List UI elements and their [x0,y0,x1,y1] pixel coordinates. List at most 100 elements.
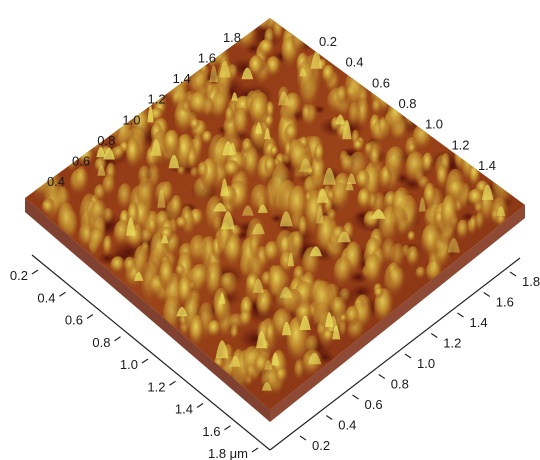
surface-grain [74,166,89,192]
surface-grain [423,182,437,211]
surface-peak [264,127,271,140]
surface-peak [176,306,188,317]
surface-grain [322,329,335,344]
surface-grain [289,141,309,176]
surface-peak [342,120,352,140]
surface-peak [279,287,293,298]
surface-grain [440,194,459,235]
surface-grain [197,161,209,181]
surface-grain [251,123,266,147]
surface-peak [157,189,166,208]
surface-grain [254,354,270,377]
surface-peak [168,154,180,169]
front-left-tick-label: 1.2 [147,379,165,394]
surface-grain [264,241,280,265]
front-right-tick [509,271,517,277]
surface-grain [177,166,186,177]
surface-peak [371,209,386,219]
surface-grain [434,211,444,227]
surface-grain [123,256,137,275]
surface-peak [345,182,354,191]
front-right-tick-label: 1.8 [522,274,540,289]
back-right-tick-label: 1.2 [451,137,469,152]
surface-peak [271,352,279,366]
surface-grain [456,219,470,241]
surface-grain [175,264,186,277]
surface-grain [264,156,276,177]
surface-grain [125,138,141,170]
front-right-tick [457,312,464,318]
surface-peak [261,382,272,391]
front-left-tick [169,380,176,386]
front-left-tick [251,447,259,453]
surface-peak [222,141,234,156]
surface-grain [345,305,360,328]
surface-grain [270,163,292,212]
surface-grain [436,164,449,190]
surface-peak [147,104,154,123]
surface-grain [407,143,417,155]
surface-grain [270,145,279,158]
surface-peak [213,202,227,212]
surface-grain [284,123,299,143]
front-right-tick-label: 1.0 [417,356,435,371]
surface-peak [219,292,226,304]
surface-grain [133,245,150,279]
surface-peak [230,355,241,367]
front-right-tick-label: 0.4 [338,418,356,433]
surface-grain [158,260,175,291]
surface-grain [328,182,351,215]
front-left-tick [141,358,149,364]
surface-grain [175,216,188,230]
back-left-tick-label: 1.0 [122,112,140,127]
surface-grain [355,169,371,192]
front-right-tick [430,333,438,338]
surface-grain [255,18,271,32]
surface-peak [447,238,460,253]
surface-grain [272,19,285,42]
surface-peak [337,231,351,243]
surface-grain [249,94,269,128]
axes [31,254,521,451]
surface-grain [249,234,261,259]
surface-grain [321,64,336,86]
front-left-tick [31,269,39,275]
surface-peak [322,167,336,185]
surface-grain [415,266,427,280]
ticks [31,269,517,453]
surface-grain [88,227,106,251]
front-left-tick-label: 1.6 [202,424,220,439]
surface-peak [150,139,162,156]
surface-peak [255,121,263,134]
back-right-tick-label: 1.4 [478,158,496,173]
front-left-tick-label: 1.0 [120,357,138,372]
surface-grain [117,183,134,213]
back-left-tick-label: 1.4 [173,71,191,86]
surface-grain [201,130,213,146]
surface-grain [392,187,412,224]
front-left-tick [59,291,66,297]
surface-grain [381,238,397,267]
surface-peak [134,272,144,281]
surface-peak [252,278,264,293]
surface-peak [256,331,267,349]
surface-peak [281,321,292,336]
surface-grain [371,98,383,116]
surface-grain [188,91,210,119]
surface-grain [421,223,442,258]
surface-grain [374,287,384,299]
surface-grain [189,263,211,290]
front-left-axis-line [31,254,271,451]
front-left-tick-label: 0.6 [65,313,83,328]
surface-grain [177,275,194,309]
front-left-tick [114,336,121,342]
surface-grain [422,152,434,175]
surface-peak [96,146,106,158]
surface-peak [335,114,346,125]
front-left-tick-label: 0.2 [10,268,28,283]
surface-grain [225,106,235,125]
surface-grain [305,335,320,357]
front-right-tick [352,394,359,400]
back-right-tick-label: 0.2 [319,34,337,49]
